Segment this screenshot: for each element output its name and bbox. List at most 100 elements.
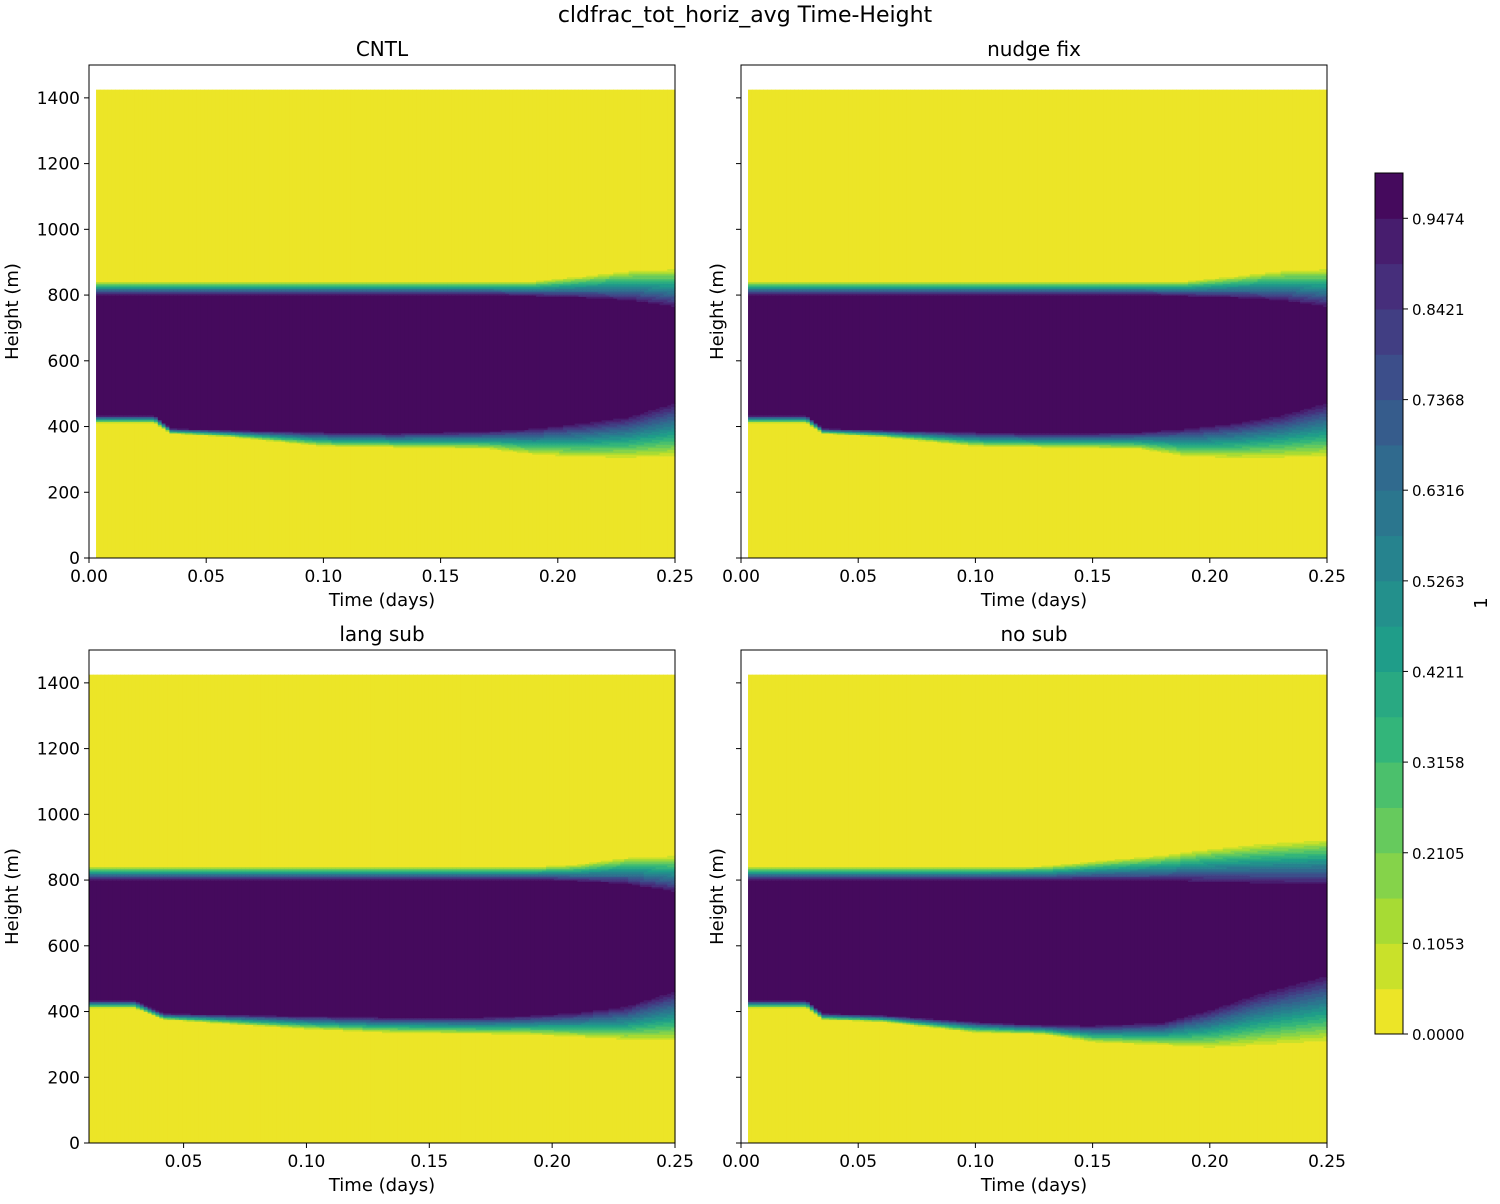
contour-cell	[447, 295, 451, 432]
contour-cell	[945, 290, 949, 292]
contour-cell	[285, 295, 289, 432]
contour-cell	[555, 438, 559, 440]
contour-cell	[667, 431, 671, 435]
contour-cell	[270, 290, 274, 292]
contour-cell	[1099, 90, 1103, 283]
contour-cell	[455, 290, 459, 292]
contour-cell	[613, 275, 617, 277]
contour-cell	[285, 443, 289, 558]
contour-cell	[656, 445, 660, 449]
contour-cell	[378, 90, 382, 283]
contour-cell	[1049, 285, 1053, 287]
contour-cell	[606, 435, 610, 439]
contour-cell	[663, 448, 667, 452]
contour-cell	[274, 90, 278, 283]
contour-cell	[640, 290, 644, 292]
contour-cell	[918, 295, 922, 432]
contour-cell	[787, 418, 791, 420]
contour-cell	[783, 290, 787, 292]
contour-cell	[409, 285, 413, 287]
contour-cell	[497, 90, 501, 283]
x-tick-label: 0.00	[70, 567, 108, 587]
contour-cell	[621, 438, 625, 442]
contour-cell	[887, 285, 891, 287]
contour-cell	[494, 448, 498, 450]
contour-cell	[1095, 90, 1099, 283]
contour-cell	[355, 443, 359, 445]
contour-cell	[424, 438, 428, 440]
contour-cell	[887, 433, 891, 435]
contour-cell	[486, 295, 490, 432]
contour-cell	[756, 285, 760, 287]
contour-cell	[154, 290, 158, 292]
contour-cell	[598, 453, 602, 455]
contour-cell	[521, 433, 525, 435]
contour-cell	[451, 448, 455, 558]
contour-cell	[285, 285, 289, 287]
contour-cell	[941, 90, 945, 283]
contour-cell	[640, 300, 644, 302]
contour-cell	[111, 418, 115, 420]
contour-cell	[158, 290, 162, 292]
contour-cell	[1011, 90, 1015, 283]
contour-cell	[119, 295, 123, 415]
contour-cell	[328, 90, 332, 283]
contour-cell	[478, 295, 482, 432]
contour-cell	[227, 436, 231, 558]
contour-cell	[312, 295, 316, 432]
contour-cell	[656, 295, 660, 299]
contour-cell	[636, 285, 640, 287]
contour-cell	[790, 295, 794, 415]
contour-cell	[447, 433, 451, 435]
contour-cell	[304, 445, 308, 559]
contour-cell	[891, 285, 895, 287]
contour-cell	[848, 90, 852, 283]
contour-cell	[837, 435, 841, 559]
contour-cell	[899, 295, 903, 430]
contour-cell	[794, 90, 798, 283]
contour-cell	[478, 433, 482, 435]
contour-cell	[926, 438, 930, 440]
contour-cell	[536, 433, 540, 435]
contour-cell	[138, 290, 142, 292]
contour-cell	[567, 280, 571, 282]
contour-cell	[96, 285, 100, 287]
contour-cell	[625, 450, 629, 454]
contour-cell	[416, 448, 420, 558]
contour-cell	[663, 423, 667, 427]
contour-cell	[169, 433, 173, 558]
contour-cell	[501, 295, 505, 430]
contour-cell	[606, 458, 610, 559]
contour-cell	[355, 90, 359, 283]
contour-cell	[343, 438, 347, 440]
contour-cell	[1107, 438, 1111, 440]
contour-cell	[652, 90, 656, 271]
contour-cell	[606, 433, 610, 435]
contour-cell	[575, 90, 579, 278]
contour-cell	[505, 438, 509, 440]
contour-cell	[575, 453, 579, 455]
contour-cell	[389, 295, 393, 433]
contour-cell	[536, 297, 540, 429]
contour-cell	[1103, 290, 1107, 292]
contour-cell	[494, 443, 498, 445]
contour-cell	[1034, 438, 1038, 440]
contour-cell	[633, 430, 637, 434]
contour-cell	[544, 433, 548, 435]
contour-cell	[937, 285, 941, 287]
contour-cell	[1088, 438, 1092, 440]
contour-cell	[1111, 438, 1115, 440]
contour-cell	[837, 433, 841, 435]
contour-cell	[505, 285, 509, 287]
contour-cell	[316, 290, 320, 292]
contour-cell	[1049, 295, 1053, 433]
contour-cell	[420, 295, 424, 433]
contour-cell	[440, 448, 444, 558]
contour-cell	[266, 438, 270, 440]
contour-cell	[548, 295, 552, 297]
contour-cell	[667, 269, 671, 273]
contour-cell	[663, 90, 667, 271]
contour-cell	[636, 441, 640, 445]
contour-cell	[864, 436, 868, 558]
contour-cell	[856, 295, 860, 430]
